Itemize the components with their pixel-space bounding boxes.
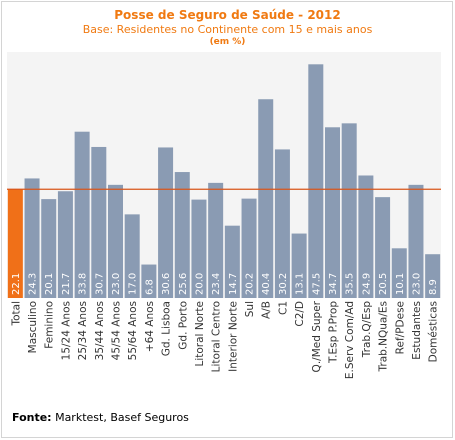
bar: [108, 184, 123, 298]
category-label: 55/64 Anos: [127, 301, 139, 360]
bar: [91, 146, 107, 298]
category-label: Interior Norte: [227, 301, 239, 372]
value-label: 47.5: [311, 273, 322, 295]
value-label: 21.7: [61, 273, 72, 295]
category-label: Trab.NQua/Es: [378, 301, 390, 372]
bar: [224, 225, 240, 298]
category-label: 15/24 Anos: [60, 301, 72, 360]
bar: [191, 199, 207, 298]
bar: [141, 264, 157, 298]
category-label: 45/54 Anos: [111, 301, 123, 360]
chart-unit: (em %): [209, 37, 246, 47]
category-label: Masculino: [27, 301, 39, 353]
bar: [325, 127, 340, 298]
value-label: 33.8: [78, 273, 89, 295]
category-label: 25/34 Anos: [77, 301, 89, 360]
value-label: 25.6: [178, 273, 189, 295]
category-label: Trab.Q/Esp: [361, 301, 373, 359]
bar: [174, 172, 190, 298]
bar: [208, 182, 224, 298]
category-label: Total: [10, 301, 22, 327]
category-label: Sul: [244, 301, 256, 317]
value-label: 30.6: [161, 273, 172, 295]
value-label: 20.2: [245, 273, 256, 295]
bar: [391, 248, 407, 298]
bar: [41, 199, 57, 298]
category-labels-group: Total Masculino Feminino 15/24 Anos 25/34 An…: [10, 300, 439, 379]
bar: [124, 214, 140, 298]
bars-group: [7, 64, 441, 298]
value-label: 22.1: [11, 273, 22, 295]
value-label: 14.7: [228, 273, 239, 295]
value-label: 8.9: [428, 279, 439, 295]
value-label: 20.0: [194, 273, 205, 295]
bar: [425, 254, 441, 298]
category-label: Litoral Norte: [194, 301, 206, 367]
value-label: 35.5: [345, 273, 356, 295]
chart-title: Posse de Seguro de Saúde - 2012: [114, 8, 341, 22]
category-label: A/B: [261, 301, 273, 319]
category-label: E.Serv Com/Ad: [344, 301, 356, 379]
category-label: Litoral Centro: [211, 301, 223, 372]
value-label: 24.3: [28, 273, 39, 295]
bar: [258, 99, 274, 298]
category-label: Ref/PDese: [394, 301, 406, 354]
bar: [57, 191, 73, 298]
bar: [24, 178, 40, 298]
category-label: Domésticas: [428, 301, 440, 362]
category-label: Q./Med Super: [311, 300, 323, 372]
bar-chart: 22.1 24.3 20.1 21.7 33.8 30.7 23.0 17.0 6.8 30.6 2…: [7, 52, 441, 379]
bar: [358, 175, 374, 298]
category-label: C2/D: [294, 301, 306, 327]
value-label: 6.8: [144, 279, 155, 295]
bar: [7, 189, 23, 298]
value-label: 23.4: [211, 273, 222, 295]
value-label: 13.1: [295, 273, 306, 295]
value-label: 23.0: [111, 273, 122, 295]
category-label: Gd. Porto: [177, 301, 189, 350]
bar: [408, 184, 424, 298]
bar: [341, 123, 357, 298]
category-label: +64 Anos: [144, 301, 156, 352]
bar: [74, 131, 90, 298]
value-label: 23.0: [411, 273, 422, 295]
value-label: 30.2: [278, 273, 289, 295]
bar: [308, 64, 324, 298]
bar: [291, 233, 307, 298]
category-label: Gd. Lisboa: [161, 301, 173, 356]
source-note: Fonte: Marktest, Basef Seguros: [12, 411, 189, 424]
category-label: C1: [277, 301, 289, 315]
bar: [158, 147, 174, 298]
category-label: Estudantes: [411, 301, 423, 360]
bar: [375, 197, 391, 298]
bar: [241, 198, 257, 298]
value-label: 17.0: [128, 273, 139, 295]
source-text: Marktest, Basef Seguros: [51, 411, 189, 424]
value-label: 24.9: [361, 273, 372, 295]
chart-subtitle: Base: Residentes no Continente com 15 e …: [82, 23, 373, 36]
category-label: T.Esp P.Prop: [328, 301, 340, 364]
value-labels-group: 22.1 24.3 20.1 21.7 33.8 30.7 23.0 17.0 6.8 30.6 2…: [11, 273, 439, 295]
value-label: 30.7: [94, 273, 105, 295]
value-label: 40.4: [261, 273, 272, 295]
value-label: 20.1: [44, 273, 55, 295]
value-label: 34.7: [328, 273, 339, 295]
category-label: 35/44 Anos: [94, 301, 106, 360]
category-label: Feminino: [44, 301, 56, 349]
value-label: 10.1: [395, 273, 406, 295]
value-label: 20.5: [378, 273, 389, 295]
source-label: Fonte:: [12, 411, 52, 424]
bar: [274, 149, 290, 298]
